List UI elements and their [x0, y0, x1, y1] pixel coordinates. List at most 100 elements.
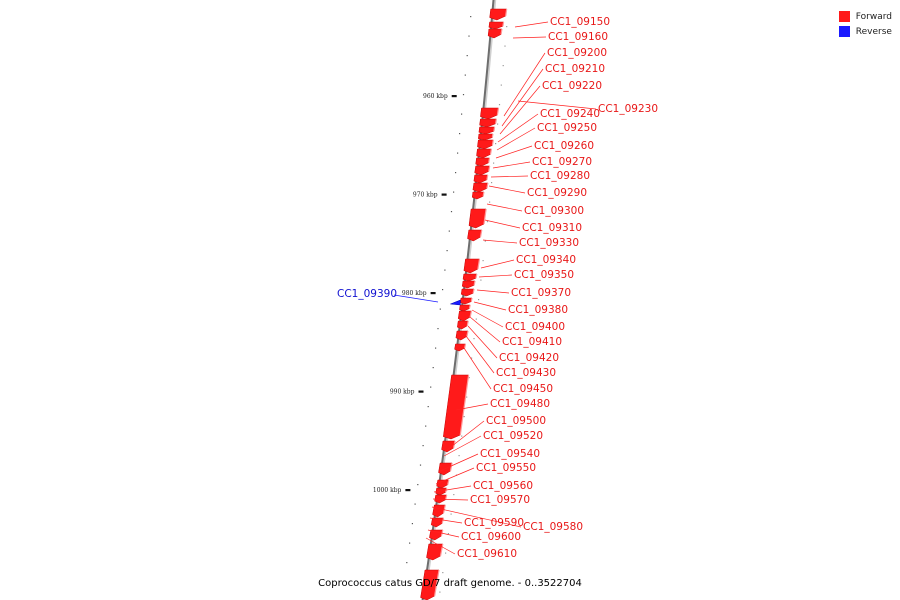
gene-feature-highlight [483, 208, 487, 225]
gene-label-cc1-09280: CC1_09280 [530, 170, 590, 182]
minor-tick-right [486, 221, 489, 223]
gene-label-cc1-09220: CC1_09220 [542, 80, 602, 92]
gene-label-cc1-09520: CC1_09520 [483, 430, 543, 442]
minor-tick-left [439, 308, 441, 310]
gene-label-cc1-09150: CC1_09150 [550, 16, 610, 28]
legend-item-reverse: Reverse [838, 24, 892, 39]
minor-tick-right [502, 65, 504, 67]
leader-line [431, 506, 522, 528]
gene-feature-highlight [468, 304, 471, 309]
gene-feature-highlight [491, 139, 494, 146]
minor-tick-left [464, 74, 466, 76]
minor-tick-right [478, 299, 480, 301]
leader-line [492, 161, 531, 169]
gene-feature-cc1-09500 [441, 440, 456, 453]
minor-tick-left [448, 230, 450, 232]
leader-line [482, 239, 518, 244]
leader-line [478, 274, 513, 278]
leader-line [486, 203, 523, 212]
minor-tick-left [409, 542, 411, 544]
minor-ticks [403, 16, 508, 593]
gene-feature-cc1-09580 [432, 504, 446, 518]
gene-label-cc1-09260: CC1_09260 [534, 140, 594, 152]
gene-feature-cc1-09150 [489, 8, 507, 21]
leader-line [499, 85, 541, 135]
legend-item-forward: Forward [838, 9, 892, 24]
minor-tick-left [468, 35, 470, 37]
gene-feature-highlight [447, 479, 450, 485]
gene-label-cc1-09300: CC1_09300 [524, 205, 584, 217]
legend: Forward Reverse [838, 9, 892, 39]
tick-label: 970 kbp [413, 192, 438, 199]
leader-line [425, 537, 456, 555]
minor-tick-right [480, 279, 482, 281]
gene-label-cc1-09250: CC1_09250 [537, 122, 597, 134]
gene-feature-cc1-09590 [430, 517, 444, 528]
minor-tick-left [417, 484, 419, 486]
leader-line [427, 529, 460, 538]
gene-feature-cc1-09430 [455, 330, 469, 341]
minor-tick-left [414, 503, 416, 505]
leader-line [517, 100, 597, 110]
minor-tick-right [447, 533, 449, 535]
minor-tick-left [419, 464, 422, 466]
minor-tick-left [437, 328, 439, 330]
gene-label-cc1-09230: CC1_09230 [598, 103, 658, 115]
leader-line [473, 301, 507, 311]
minor-tick-left [435, 347, 437, 349]
label-leader-lines [393, 21, 597, 555]
minor-tick-right [497, 123, 499, 125]
minor-tick-right [493, 162, 495, 164]
minor-tick-left [430, 386, 432, 388]
minor-tick-right [498, 104, 501, 106]
minor-tick-left [450, 211, 453, 213]
gene-feature-cc1-09310 [468, 208, 487, 229]
gene-feature-highlight [472, 288, 475, 294]
minor-tick-left [470, 16, 472, 18]
leader-line [490, 175, 529, 178]
gene-label-cc1-09270: CC1_09270 [532, 156, 592, 168]
gene-feature-cc1-09340 [463, 258, 480, 274]
leader-line [484, 219, 521, 229]
legend-swatch-forward [838, 11, 850, 22]
gene-feature-highlight [488, 165, 491, 172]
gene-feature-cc1-09480 [443, 374, 469, 440]
leader-line [465, 335, 495, 374]
gene-feature-cc1-09610 [426, 543, 444, 561]
minor-tick-left [446, 250, 448, 252]
minor-tick-right [506, 26, 508, 28]
leader-line [435, 467, 475, 485]
minor-tick-left [453, 191, 455, 193]
gene-feature-cc1-09350 [462, 273, 478, 282]
gene-label-cc1-09480: CC1_09480 [490, 398, 550, 410]
leader-line [514, 21, 549, 28]
gene-label-cc1-09350: CC1_09350 [514, 269, 574, 281]
leader-line [446, 420, 485, 451]
gene-feature-cc1-09290 [474, 165, 491, 176]
backbone-line [421, 0, 495, 600]
tick-label: 960 kbp [423, 93, 448, 100]
gene-feature-cc1-09550 [436, 479, 450, 489]
gene-feature-highlight [495, 118, 497, 124]
leader-line [480, 259, 515, 269]
gene-feature-highlight [434, 569, 440, 597]
gene-feature-highlight [479, 229, 483, 238]
gene-feature-highlight [500, 28, 503, 35]
minor-tick-left [444, 269, 446, 271]
gene-feature-highlight [466, 330, 469, 337]
minor-tick-right [495, 143, 497, 145]
gene-feature-cc1-09270 [477, 139, 494, 150]
gene-feature-highlight [464, 343, 467, 349]
gene-feature-cc1-09380 [460, 288, 475, 297]
gene-label-cc1-09290: CC1_09290 [527, 187, 587, 199]
gene-feature-cc1-09300 [471, 191, 485, 200]
minor-tick-left [442, 289, 444, 291]
leader-line [469, 316, 501, 343]
legend-label-forward: Forward [855, 11, 892, 22]
gene-label-cc1-09160: CC1_09160 [548, 31, 608, 43]
leader-line [467, 325, 498, 359]
gene-feature-cc1-09410 [459, 304, 471, 312]
gene-feature-cc1-09280 [476, 148, 492, 159]
map-caption: Coprococcus catus GD/7 draft genome. - 0… [318, 578, 582, 589]
